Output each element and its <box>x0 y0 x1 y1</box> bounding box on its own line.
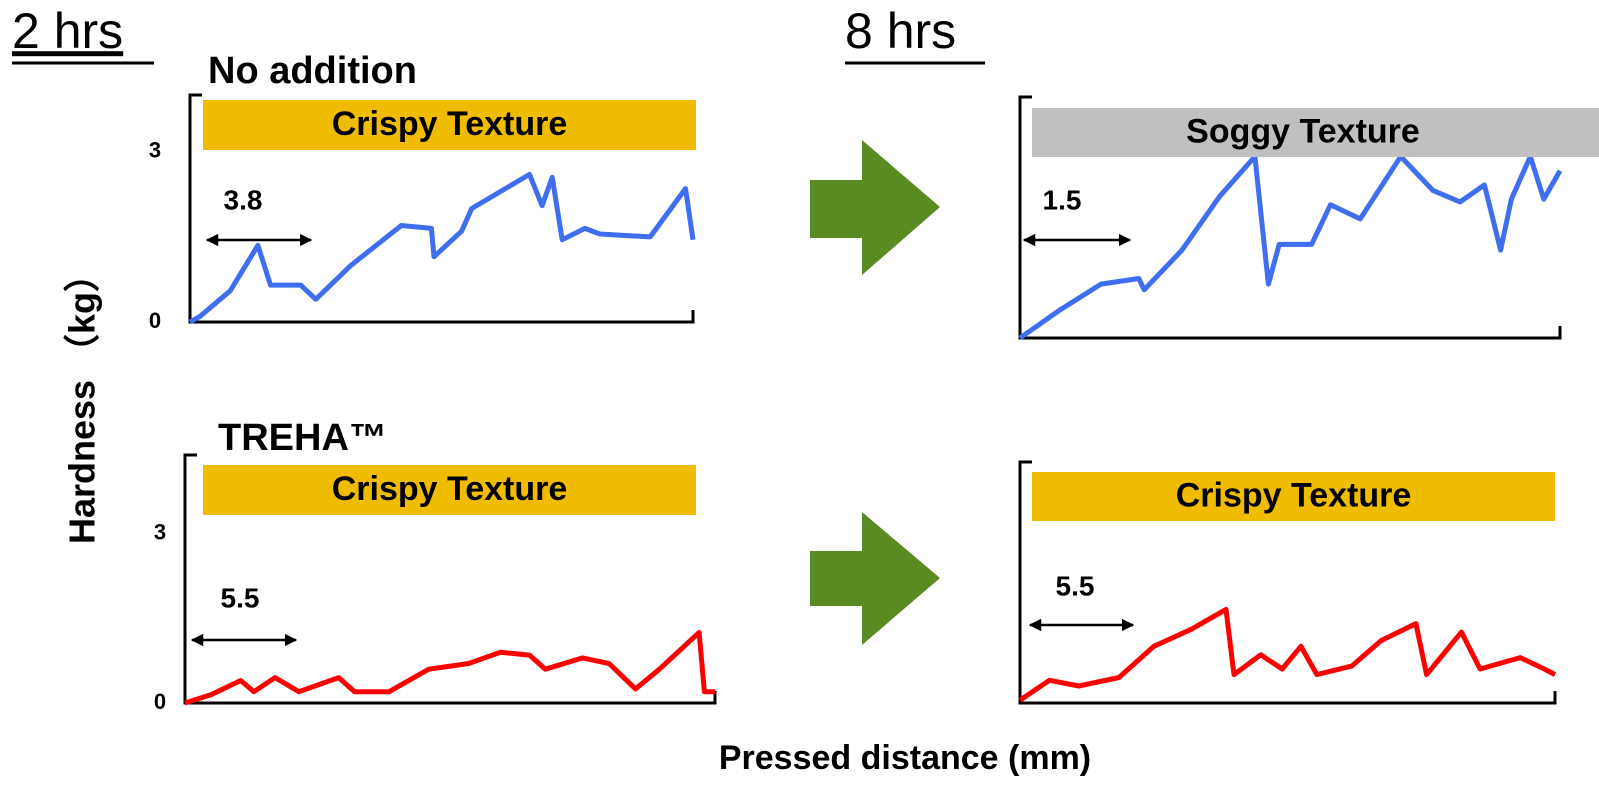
banner <box>1032 108 1599 157</box>
y-tick-label: 0 <box>149 308 161 333</box>
transition-arrow <box>810 140 940 275</box>
annotation: 5.5 <box>1056 570 1095 601</box>
banner-text: Soggy Texture <box>1186 112 1420 150</box>
banner <box>203 100 696 150</box>
chart-title: No addition <box>208 50 417 92</box>
transition-arrow <box>810 512 940 645</box>
line <box>1018 606 1557 703</box>
line <box>184 630 715 706</box>
x-axis-label: Pressed distance (mm) <box>719 739 1091 777</box>
banner <box>1032 472 1555 521</box>
axis <box>1018 460 1557 705</box>
chart-title: TREHA™ <box>218 417 387 459</box>
heading: 2 hrs <box>12 3 123 59</box>
banner-text: Crispy Texture <box>1176 476 1412 514</box>
banner-text: Crispy Texture <box>332 470 568 508</box>
y-tick-label: 3 <box>154 520 166 545</box>
banner-text: Crispy Texture <box>332 105 568 143</box>
line <box>1018 154 1563 341</box>
banner <box>203 465 696 515</box>
annotation: 1.5 <box>1043 184 1082 215</box>
annotation: 5.5 <box>221 582 260 613</box>
y-tick-label: 3 <box>149 138 161 163</box>
heading: 8 hrs <box>845 3 956 59</box>
y-tick-label: 0 <box>154 689 166 714</box>
y-axis-label: Hardness （kg） <box>62 256 103 544</box>
annotation: 3.8 <box>224 184 263 215</box>
line <box>188 171 696 325</box>
